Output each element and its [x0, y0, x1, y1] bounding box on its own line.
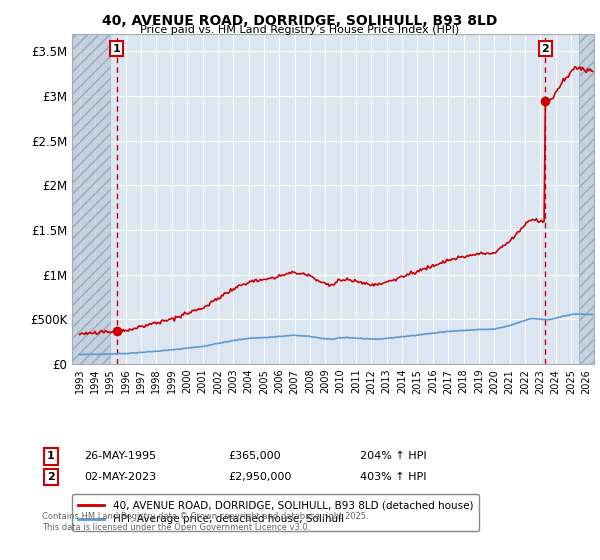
Text: 26-MAY-1995: 26-MAY-1995 [84, 451, 156, 461]
Bar [72, 34, 110, 364]
Text: £365,000: £365,000 [228, 451, 281, 461]
Text: 2: 2 [541, 44, 549, 54]
Text: 204% ↑ HPI: 204% ↑ HPI [360, 451, 427, 461]
Legend: 40, AVENUE ROAD, DORRIDGE, SOLIHULL, B93 8LD (detached house), HPI: Average pric: 40, AVENUE ROAD, DORRIDGE, SOLIHULL, B93… [72, 494, 479, 530]
Text: 40, AVENUE ROAD, DORRIDGE, SOLIHULL, B93 8LD: 40, AVENUE ROAD, DORRIDGE, SOLIHULL, B93… [103, 14, 497, 28]
Text: 2: 2 [47, 472, 55, 482]
Bar [578, 34, 594, 364]
Text: Price paid vs. HM Land Registry’s House Price Index (HPI): Price paid vs. HM Land Registry’s House … [140, 25, 460, 35]
Text: 403% ↑ HPI: 403% ↑ HPI [360, 472, 427, 482]
Text: 02-MAY-2023: 02-MAY-2023 [84, 472, 156, 482]
Text: £2,950,000: £2,950,000 [228, 472, 292, 482]
Text: Contains HM Land Registry data © Crown copyright and database right 2025.
This d: Contains HM Land Registry data © Crown c… [42, 512, 368, 532]
Text: 1: 1 [113, 44, 121, 54]
Text: 1: 1 [47, 451, 55, 461]
